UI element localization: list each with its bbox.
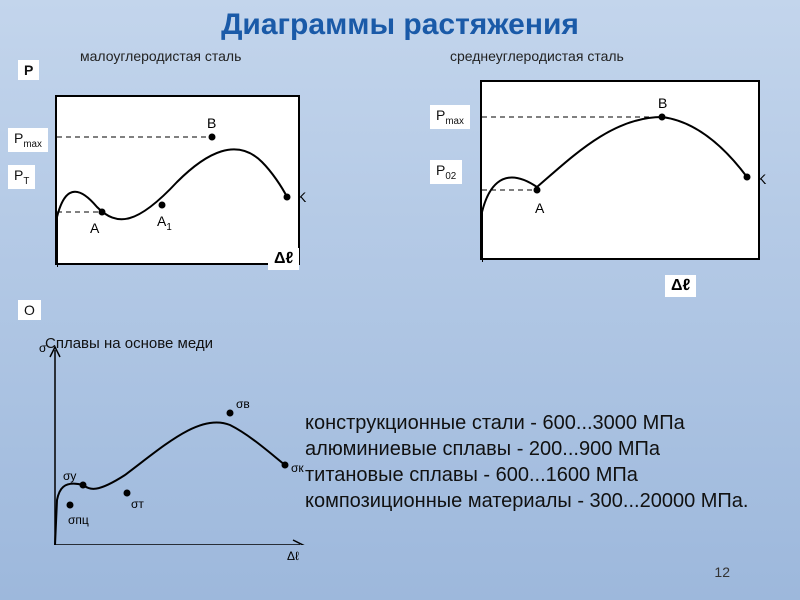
greek-label-k: σк bbox=[291, 461, 304, 475]
data-point bbox=[80, 482, 87, 489]
greek-label-pc: σпц bbox=[68, 513, 89, 527]
label-P02: P02 bbox=[430, 160, 462, 184]
point-label-A: A bbox=[90, 220, 99, 236]
label-Pmax-text: P bbox=[14, 130, 23, 146]
chart-copper-alloys: σΔℓσпцσуσтσвσк bbox=[35, 345, 305, 545]
label-P02-text: P bbox=[436, 162, 445, 178]
chart-medium-carbon-steel: ABK bbox=[480, 80, 760, 260]
caption-copper: Сплавы на основе меди bbox=[45, 335, 215, 353]
point-label-A1: A1 bbox=[157, 213, 172, 233]
chart-low-carbon-steel: AA1BK bbox=[55, 95, 300, 265]
data-point bbox=[67, 502, 74, 509]
page-title: Диаграммы растяжения bbox=[0, 8, 800, 42]
label-PT: PT bbox=[8, 165, 35, 189]
data-point bbox=[209, 134, 216, 141]
label-Pmax-right: Pmax bbox=[430, 105, 470, 129]
point-label-B: B bbox=[658, 95, 667, 111]
subtitle-left: малоуглеродистая сталь bbox=[80, 48, 241, 64]
greek-label-t: σт bbox=[131, 497, 144, 511]
label-Pmax-right-sub: max bbox=[445, 116, 464, 127]
label-O: O bbox=[18, 300, 41, 320]
label-Pmax-left: Pmax bbox=[8, 128, 48, 152]
data-point bbox=[282, 462, 289, 469]
data-point bbox=[284, 194, 291, 201]
point-label-K: K bbox=[297, 189, 306, 205]
greek-label-u: σу bbox=[63, 469, 76, 483]
label-P: P bbox=[18, 60, 39, 80]
data-point bbox=[534, 187, 541, 194]
label-dl-2: Δℓ bbox=[665, 275, 696, 297]
body-text: конструкционные стали - 600...3000 МПа а… bbox=[305, 410, 785, 514]
point-label-A: A bbox=[535, 200, 544, 216]
subtitle-right: среднеуглеродистая сталь bbox=[450, 48, 624, 64]
data-point bbox=[159, 202, 166, 209]
label-P02-sub: 02 bbox=[445, 171, 456, 182]
label-PT-text: P bbox=[14, 167, 23, 183]
label-PT-sub: T bbox=[23, 176, 29, 187]
label-dl-1: Δℓ bbox=[268, 248, 299, 270]
data-point bbox=[659, 114, 666, 121]
label-Pmax-sub: max bbox=[23, 139, 42, 150]
point-label-K: K bbox=[757, 171, 766, 187]
data-point bbox=[124, 490, 131, 497]
data-point bbox=[227, 410, 234, 417]
page-number: 12 bbox=[714, 564, 730, 580]
data-point bbox=[744, 174, 751, 181]
label-Pmax-right-text: P bbox=[436, 107, 445, 123]
point-label-B: B bbox=[207, 115, 216, 131]
data-point bbox=[99, 209, 106, 216]
greek-label-v: σв bbox=[236, 397, 250, 411]
axis-label-dl3: Δℓ bbox=[287, 549, 299, 563]
